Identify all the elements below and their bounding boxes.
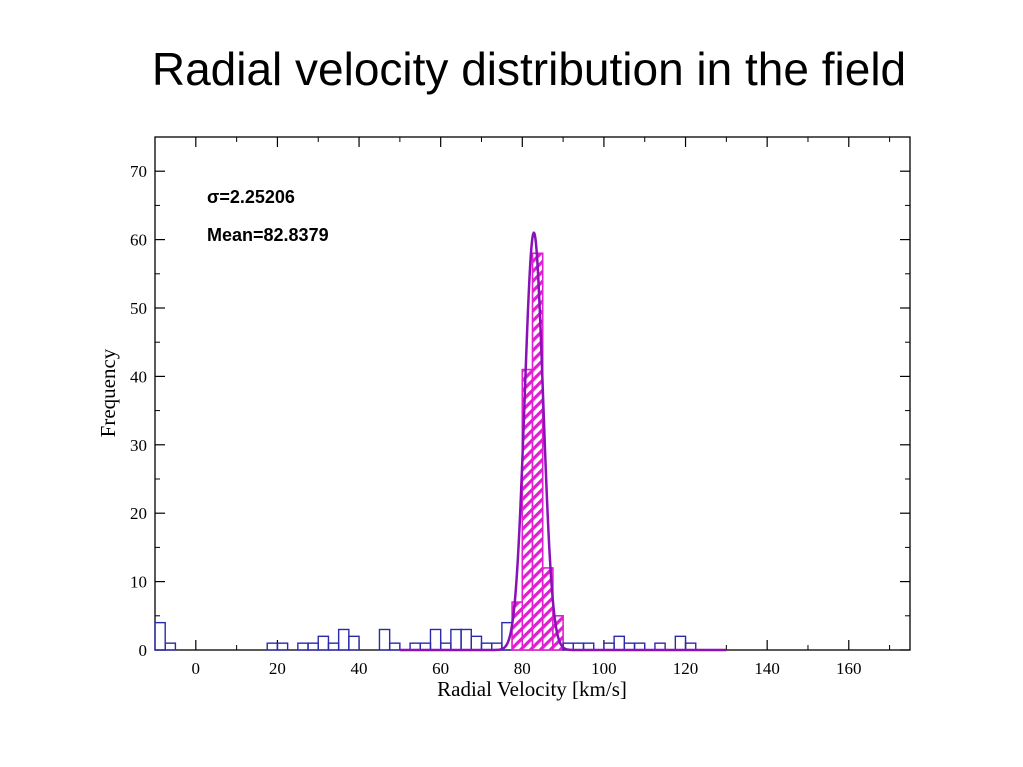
slide-title: Radial velocity distribution in the fiel… bbox=[151, 43, 907, 95]
histogram-bar bbox=[307, 642, 319, 651]
histogram-bar bbox=[154, 621, 166, 651]
histogram-bar bbox=[348, 635, 360, 651]
sigma-annotation: σ=2.25206 bbox=[207, 187, 295, 207]
x-tick-label: 0 bbox=[192, 659, 201, 678]
histogram-bar bbox=[460, 628, 472, 651]
mean-annotation: Mean=82.8379 bbox=[207, 225, 329, 245]
y-tick-label: 60 bbox=[130, 231, 147, 250]
x-tick-label: 80 bbox=[514, 659, 531, 678]
histogram-bar bbox=[613, 635, 626, 651]
histogram-bar bbox=[276, 642, 289, 651]
histogram-bar bbox=[378, 628, 391, 651]
y-tick-label: 40 bbox=[130, 367, 147, 386]
histogram-bar bbox=[470, 635, 483, 651]
x-tick-label: 120 bbox=[673, 659, 699, 678]
x-tick-label: 60 bbox=[432, 659, 449, 678]
histogram-bars bbox=[154, 252, 697, 651]
y-axis-label: Frequency bbox=[96, 348, 120, 437]
y-tick-labels: 0 10 20 30 40 50 60 70 bbox=[130, 162, 147, 660]
x-axis-label: Radial Velocity [km/s] bbox=[437, 677, 627, 701]
y-tick-label: 50 bbox=[130, 299, 147, 318]
x-tick-labels: 0 20 40 60 80 100 120 140 160 bbox=[192, 659, 862, 678]
gaussian-fit-curve bbox=[399, 231, 727, 652]
histogram-bar bbox=[674, 635, 687, 651]
y-tick-label: 20 bbox=[130, 504, 147, 523]
x-tick-label: 160 bbox=[836, 659, 862, 678]
histogram-bar bbox=[266, 642, 279, 651]
histogram-bar bbox=[164, 642, 177, 651]
y-tick-label: 70 bbox=[130, 162, 147, 181]
histogram-bar bbox=[450, 628, 462, 651]
histogram-bar bbox=[327, 642, 340, 651]
histogram-bar bbox=[429, 628, 442, 651]
x-tick-label: 100 bbox=[591, 659, 617, 678]
x-tick-label: 40 bbox=[351, 659, 368, 678]
histogram-bar bbox=[317, 635, 330, 651]
y-tick-label: 0 bbox=[139, 641, 148, 660]
histogram-bar-highlighted bbox=[531, 252, 544, 651]
x-tick-label: 20 bbox=[269, 659, 286, 678]
histogram-bar bbox=[388, 642, 401, 651]
histogram-bar bbox=[297, 642, 309, 651]
y-tick-label: 30 bbox=[130, 436, 147, 455]
histogram-bar bbox=[337, 628, 350, 651]
x-tick-label: 140 bbox=[754, 659, 780, 678]
y-tick-label: 10 bbox=[130, 573, 147, 592]
